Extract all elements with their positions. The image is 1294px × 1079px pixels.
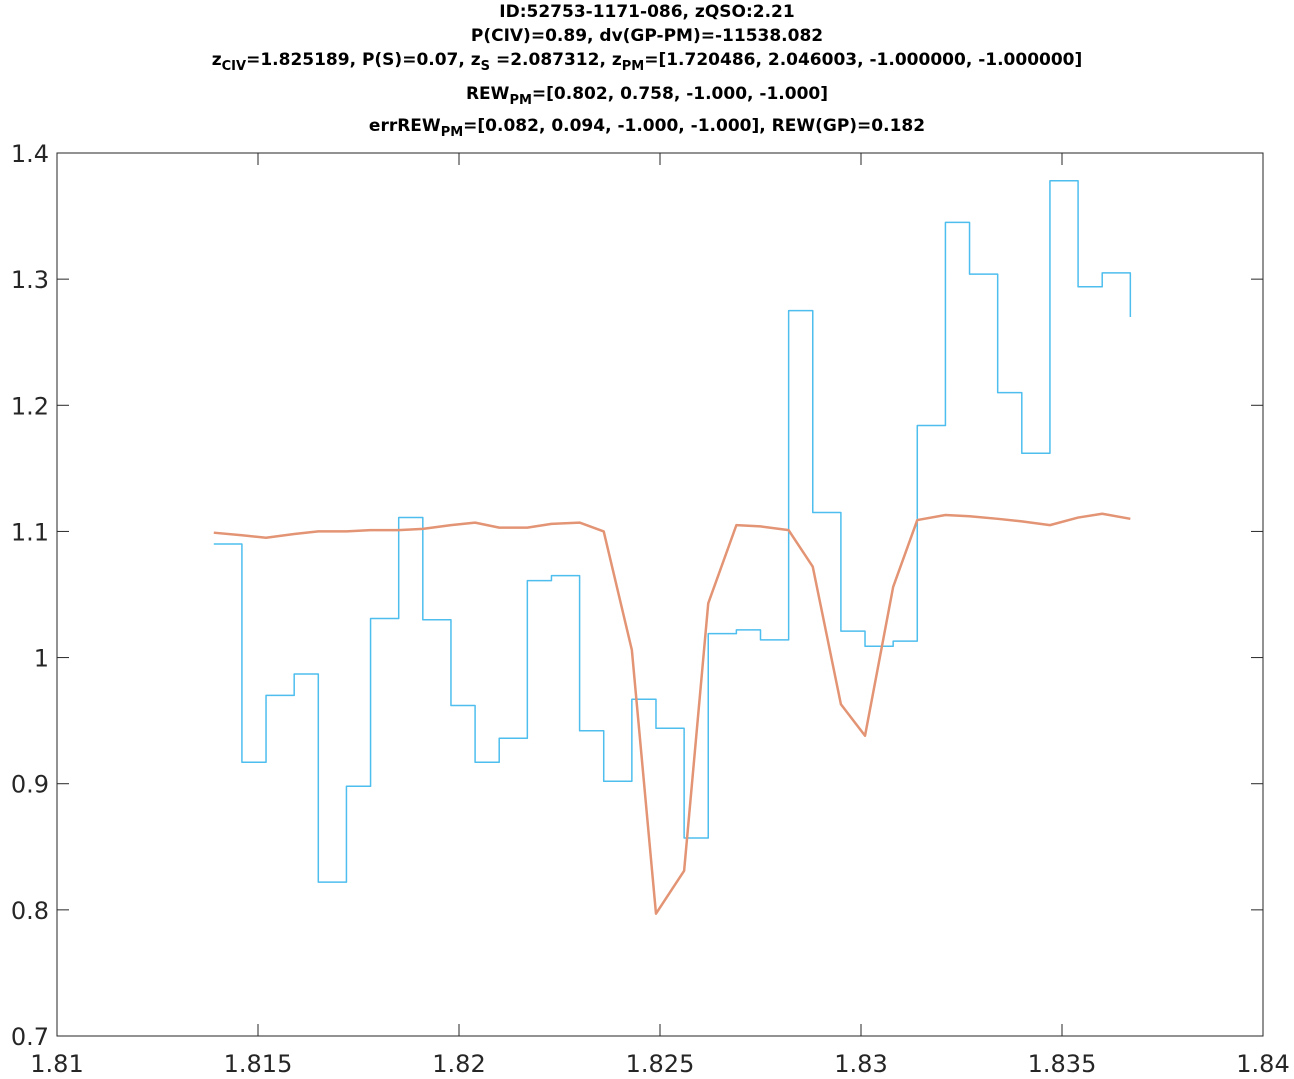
title-line-4-part: =[0.802, 0.758, -1.000, -1.000] — [531, 84, 829, 104]
y-tick-label: 0.8 — [11, 897, 49, 925]
x-tick-label: 1.82 — [432, 1050, 485, 1078]
title-line-2-text: P(CIV)=0.89, dv(GP-PM)=-11538.082 — [470, 26, 824, 46]
flux-stairs-series — [213, 180, 1132, 883]
model-line-series — [213, 512, 1131, 915]
title-line-3-part: z — [211, 50, 222, 70]
title-line-3-subscript: S — [480, 59, 491, 74]
title-line-3: zCIV=1.825189, P(S)=0.07, zS =2.087312, … — [0, 50, 1294, 73]
title-line-4: REWPM=[0.802, 0.758, -1.000, -1.000] — [0, 84, 1294, 107]
title-line-3-part: =2.087312, z — [490, 50, 622, 70]
y-tick-label: 1.2 — [11, 392, 49, 420]
x-tick-label: 1.81 — [30, 1050, 83, 1078]
y-tick-label: 0.7 — [11, 1023, 49, 1051]
tick-layer: 1.81 1.815 1.82 1.825 1.83 1.835 1.84 0.7 0.8 0.9… — [11, 140, 1290, 1078]
title-line-5-part: =[0.082, 0.094, -1.000, -1.000], REW(GP)… — [463, 116, 926, 136]
y-tick-label: 1 — [34, 645, 49, 673]
title-line-1: ID:52753-1171-086, zQSO:2.21 — [0, 2, 1294, 22]
y-tick-label: 1.3 — [11, 266, 49, 294]
title-line-3-part: =[1.720486, 2.046003, -1.000000, -1.0000… — [644, 50, 1083, 70]
title-line-3-subscript: CIV — [221, 59, 247, 74]
title-line-3-subscript: PM — [621, 59, 645, 74]
x-tick-label: 1.84 — [1236, 1050, 1289, 1078]
title-line-1-text: ID:52753-1171-086, zQSO:2.21 — [499, 2, 795, 22]
y-tick-label: 1.1 — [11, 518, 49, 546]
x-tick-label: 1.825 — [626, 1050, 695, 1078]
y-tick-label: 1.4 — [11, 140, 49, 168]
title-line-5: errREWPM=[0.082, 0.094, -1.000, -1.000],… — [0, 116, 1294, 139]
title-line-5-subscript: PM — [440, 125, 464, 140]
title-line-4-part: REW — [465, 84, 510, 104]
title-line-3-part: =1.825189, P(S)=0.07, z — [246, 50, 481, 70]
y-tick-label: 0.9 — [11, 771, 49, 799]
title-line-2: P(CIV)=0.89, dv(GP-PM)=-11538.082 — [0, 26, 1294, 46]
title-line-4-subscript: PM — [509, 93, 532, 108]
plot-area — [57, 153, 1263, 1036]
x-tick-label: 1.835 — [1028, 1050, 1097, 1078]
series-layer — [213, 180, 1132, 915]
title-line-5-part: errREW — [368, 116, 441, 136]
x-tick-label: 1.815 — [224, 1050, 293, 1078]
x-tick-label: 1.83 — [834, 1050, 887, 1078]
